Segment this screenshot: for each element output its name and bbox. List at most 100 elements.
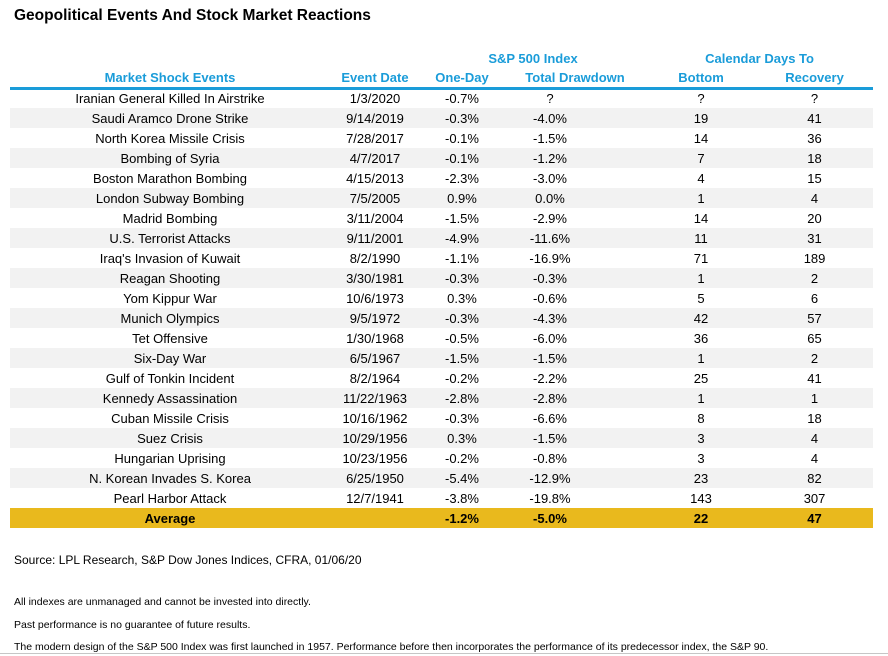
total-drawdown-cell: -6.0% — [533, 330, 567, 346]
disclaimer-sp500-history: The modern design of the S&P 500 Index w… — [14, 641, 769, 653]
one-day-cell: -2.3% — [445, 170, 479, 186]
spacer-cell — [596, 308, 647, 328]
bottom-cell: 7 — [646, 148, 757, 168]
event-date-cell: 6/5/1967 — [330, 348, 420, 368]
event-name-cell: North Korea Missile Crisis — [95, 130, 245, 146]
event-name-cell: Suez Crisis — [10, 428, 330, 448]
one-day-cell: -0.5% — [445, 330, 479, 346]
recovery-cell: 57 — [756, 308, 874, 328]
bottom-cell: 5 — [697, 290, 705, 306]
total-drawdown-cell: -1.5% — [504, 428, 596, 448]
event-name-cell: Hungarian Uprising — [114, 450, 226, 466]
group-header-calendar-days: Calendar Days To — [705, 50, 814, 66]
table-row: Iraq's Invasion of Kuwait 8/2/1990 -1.1% -1… — [10, 248, 873, 268]
bottom-cell: 23 — [646, 468, 757, 488]
one-day-cell: -0.3% — [420, 108, 504, 128]
event-name-cell: Iranian General Killed In Airstrike — [75, 91, 265, 107]
total-drawdown-cell: -6.6% — [533, 410, 567, 426]
event-date-cell: 1/3/2020 — [349, 91, 401, 107]
spacer-cell — [596, 288, 646, 308]
table-row: U.S. Terrorist Attacks 9/11/2001 -4.9% -11.… — [10, 228, 874, 248]
event-date-cell: 11/22/1963 — [330, 388, 420, 408]
total-drawdown-cell: -12.9% — [504, 468, 596, 488]
average-bottom: 22 — [646, 508, 757, 528]
group-header-sp500: S&P 500 Index — [488, 50, 578, 66]
column-header-one-day: One-Day — [420, 68, 504, 90]
table-row: Hungarian Uprising 10/23/1956 -0.2% -0.8% 3 4 — [10, 448, 873, 468]
one-day-cell: -0.1% — [420, 148, 504, 168]
event-date-cell: 7/5/2005 — [330, 188, 420, 208]
total-drawdown-cell: -4.3% — [504, 308, 596, 328]
table-row: North Korea Missile Crisis 7/28/2017 -0.1%… — [10, 128, 873, 148]
one-day-cell: -0.2% — [445, 450, 479, 466]
one-day-cell: -0.3% — [420, 268, 504, 288]
spacer-cell — [596, 88, 646, 108]
table-row: Kennedy Assassination 11/22/1963 -2.8% -2.8… — [10, 388, 874, 408]
total-drawdown-cell: -1.5% — [533, 130, 567, 146]
event-date-cell: 7/28/2017 — [346, 130, 404, 146]
event-date-cell: 10/6/1973 — [346, 290, 404, 306]
one-day-cell: -4.9% — [420, 228, 504, 248]
table-row: Gulf of Tonkin Incident 8/2/1964 -0.2% -2.2… — [10, 368, 873, 388]
event-name-cell: London Subway Bombing — [10, 188, 330, 208]
event-name-cell: Madrid Bombing — [122, 210, 218, 226]
average-row: Average -1.2% -5.0% 22 47 — [10, 508, 874, 528]
column-header-bottom: Bottom — [646, 68, 757, 90]
event-name-cell: Gulf of Tonkin Incident — [105, 370, 235, 386]
one-day-cell: -5.4% — [420, 468, 504, 488]
total-drawdown-cell: ? — [546, 91, 554, 107]
spacer-cell — [596, 188, 647, 208]
one-day-cell: -1.5% — [445, 210, 479, 226]
table-row: Bombing of Syria 4/7/2017 -0.1% -1.2% 7 18 — [10, 148, 874, 168]
group-header-row: S&P 500 Index Calendar Days To — [10, 48, 873, 68]
column-header-market-shock-events: Market Shock Events — [10, 68, 330, 90]
table-row: Yom Kippur War 10/6/1973 0.3% -0.6% 5 6 — [10, 288, 873, 308]
recovery-cell: 4 — [810, 450, 819, 466]
event-date-cell: 9/11/2001 — [330, 228, 420, 248]
bottom-cell: 14 — [693, 130, 709, 146]
one-day-cell: -0.3% — [445, 410, 479, 426]
one-day-cell: -0.2% — [445, 370, 479, 386]
table-row: N. Korean Invades S. Korea 6/25/1950 -5.4%… — [10, 468, 874, 488]
bottom-cell: 1 — [646, 188, 757, 208]
total-drawdown-cell: -0.3% — [504, 268, 596, 288]
table-row: London Subway Bombing 7/5/2005 0.9% 0.0% 1 4 — [10, 188, 874, 208]
one-day-cell: -1.1% — [445, 250, 479, 266]
spacer-cell — [596, 408, 646, 428]
column-header-recovery: Recovery — [756, 68, 874, 90]
bottom-cell: 36 — [693, 330, 709, 346]
event-name-cell: Cuban Missile Crisis — [111, 410, 229, 426]
table-row: Pearl Harbor Attack 12/7/1941 -3.8% -19.8% 1… — [10, 488, 873, 508]
bottom-cell: 3 — [697, 450, 705, 466]
disclaimer-indexes: All indexes are unmanaged and cannot be … — [14, 596, 311, 608]
event-name-cell: N. Korean Invades S. Korea — [10, 468, 330, 488]
recovery-cell: 65 — [807, 330, 822, 346]
recovery-cell: 31 — [756, 228, 874, 248]
event-date-cell: 12/7/1941 — [346, 490, 404, 506]
one-day-cell: -0.7% — [445, 91, 479, 107]
total-drawdown-cell: -11.6% — [504, 228, 596, 248]
average-event-date — [330, 508, 420, 528]
column-header-row: Market Shock Events Event Date One-Day T… — [10, 68, 874, 90]
total-drawdown-cell: -1.5% — [504, 348, 596, 368]
bottom-cell: 143 — [690, 490, 712, 506]
event-name-cell: Kennedy Assassination — [10, 388, 330, 408]
table-row: Boston Marathon Bombing 4/15/2013 -2.3% -3.… — [10, 168, 873, 188]
group-header-spacer — [10, 48, 420, 68]
average-spacer — [596, 508, 647, 528]
recovery-cell: 2 — [756, 348, 874, 368]
one-day-cell: -3.8% — [445, 490, 479, 506]
recovery-cell: 82 — [756, 468, 874, 488]
event-date-cell: 10/29/1956 — [330, 428, 420, 448]
total-drawdown-cell: -0.8% — [533, 450, 567, 466]
event-date-cell: 4/15/2013 — [346, 170, 404, 186]
event-name-cell: Munich Olympics — [10, 308, 330, 328]
event-date-cell: 6/25/1950 — [330, 468, 420, 488]
total-drawdown-cell: -1.2% — [504, 148, 596, 168]
table-row: Reagan Shooting 3/30/1981 -0.3% -0.3% 1 2 — [10, 268, 874, 288]
bottom-cell: 42 — [646, 308, 757, 328]
table-row: Munich Olympics 9/5/1972 -0.3% -4.3% 42 57 — [10, 308, 874, 328]
one-day-cell: 0.9% — [420, 188, 504, 208]
total-drawdown-cell: -2.2% — [533, 370, 567, 386]
